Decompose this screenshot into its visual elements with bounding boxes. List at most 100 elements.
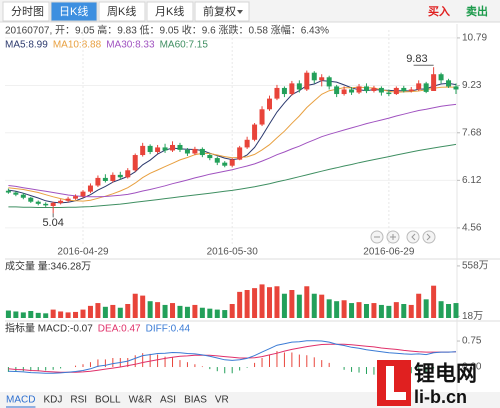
volume-bar: [334, 301, 340, 318]
indicator-bar: [0, 392, 500, 408]
buy-button[interactable]: 买入: [428, 5, 450, 18]
candle-body: [214, 158, 220, 163]
candle-body: [267, 98, 272, 110]
candle-body: [80, 191, 86, 197]
volume-bar: [341, 300, 347, 318]
volume-bar: [80, 309, 86, 318]
candle-body: [192, 148, 198, 154]
candle-body: [408, 89, 414, 91]
tab[interactable]: [50, 1, 98, 22]
volume-bar: [43, 313, 49, 318]
candle-body: [259, 109, 265, 125]
volume-bar: [207, 308, 213, 318]
zoom-icons: [374, 233, 431, 241]
indicator-tab[interactable]: W&R: [129, 395, 152, 406]
indicator-tab[interactable]: ASI: [160, 395, 176, 406]
volume-bar: [95, 303, 101, 318]
candle-body: [50, 202, 56, 206]
candle-body: [110, 174, 116, 181]
y-tick-label: 6.12: [462, 175, 482, 186]
candle-body: [162, 147, 168, 151]
volume-bar: [431, 285, 437, 318]
volume-bar: [110, 304, 116, 318]
volume-bar: [222, 310, 228, 318]
candle-body: [20, 194, 26, 198]
candle-body: [393, 87, 399, 95]
volume-bar: [393, 302, 399, 318]
candle-body: [184, 149, 190, 154]
volume-bar: [259, 284, 265, 318]
volume-bar: [170, 303, 176, 318]
volume-bar: [50, 309, 56, 318]
legend-entry: DEA:0.47: [98, 324, 141, 335]
candle-body: [95, 177, 101, 186]
candle-body: [222, 162, 228, 166]
volume-bar: [319, 294, 325, 318]
info-line: 20160707, 开：9.05 高：9.83 低：9.05 收：9.6 涨跌：…: [5, 24, 329, 37]
volume-bar: [274, 286, 280, 318]
tab-label[interactable]: 前复权: [203, 4, 236, 18]
candle-body: [341, 89, 347, 95]
volume-bar: [140, 295, 146, 318]
series-line: [8, 143, 457, 208]
volume-bar: [184, 306, 190, 318]
volume-bar: [326, 299, 332, 318]
volume-bar: [5, 310, 11, 318]
candle-body: [438, 74, 444, 81]
tab-label[interactable]: 日K线: [59, 4, 88, 18]
y-tick-label: 9.23: [462, 80, 482, 91]
move-left[interactable]: [406, 230, 420, 244]
candle-body: [65, 198, 71, 201]
candle-body: [296, 83, 302, 90]
candle-body: [177, 144, 183, 150]
tab-label[interactable]: 周K线: [107, 4, 136, 18]
candle-body: [140, 145, 146, 156]
volume-bar: [125, 304, 131, 318]
x-tick-label: 2016-04-29: [57, 247, 109, 258]
candle-body: [453, 86, 459, 90]
volume-bar: [252, 288, 258, 318]
tab-label[interactable]: 分时图: [11, 5, 44, 18]
candle-body: [102, 177, 108, 181]
x-tick-label: 2016-06-29: [363, 247, 415, 258]
y-tick-label: 18万: [462, 311, 483, 322]
y-tick-label: 4.56: [462, 223, 482, 234]
candle-body: [446, 80, 452, 87]
volume-bar: [408, 304, 414, 318]
legend-entry: MA60:7.15: [160, 40, 209, 51]
tab-label[interactable]: 月K线: [155, 4, 184, 18]
tab[interactable]: [2, 1, 50, 22]
volume-bar: [446, 304, 452, 318]
zoom-controls[interactable]: [370, 230, 436, 244]
volume-bar: [192, 304, 198, 318]
indicator-tab[interactable]: KDJ: [43, 395, 62, 406]
candle-body: [237, 147, 243, 160]
indicator-tab[interactable]: MACD: [6, 395, 35, 406]
candle-body: [326, 77, 332, 87]
indicator-tab[interactable]: BIAS: [184, 395, 207, 406]
indicator-tab[interactable]: RSI: [70, 395, 87, 406]
volume-bar: [311, 293, 317, 318]
candle-body: [244, 139, 250, 148]
logo-name: 锂电网: [414, 362, 477, 386]
candle-body: [13, 192, 19, 195]
volume-bar: [117, 307, 123, 318]
indicator-tab[interactable]: VR: [215, 395, 229, 406]
sell-button[interactable]: 卖出: [466, 4, 488, 18]
candle-body: [170, 144, 176, 151]
tab[interactable]: [194, 1, 250, 22]
candle-body: [73, 196, 79, 199]
candle-body: [416, 83, 422, 90]
logo-l: [386, 366, 406, 400]
volume-bar: [371, 303, 377, 318]
indicator-tab[interactable]: BOLL: [95, 395, 121, 406]
tab[interactable]: [146, 1, 194, 22]
volume-bar: [35, 312, 41, 318]
high-annotation: 9.83: [406, 53, 427, 65]
volume-bar: [363, 304, 369, 318]
logo: 锂电网 li-b.cn: [377, 360, 477, 407]
tab[interactable]: [98, 1, 146, 22]
move-right[interactable]: [422, 230, 436, 244]
volume-bar: [199, 307, 205, 318]
volume-bar: [28, 311, 34, 318]
